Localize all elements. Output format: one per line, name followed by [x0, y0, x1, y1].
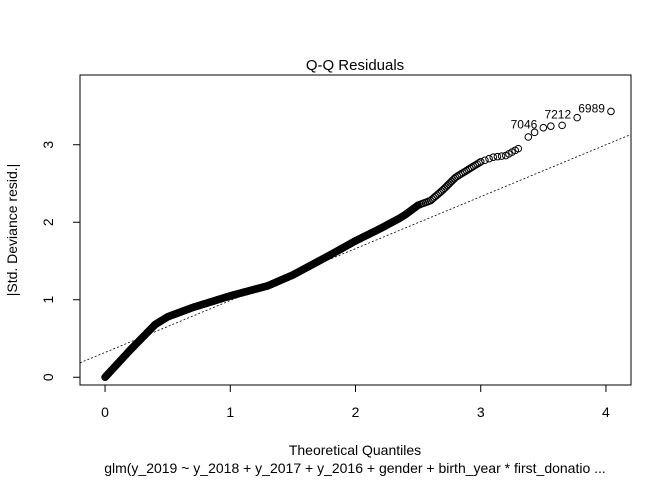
outlier-point [607, 107, 615, 116]
data-point [514, 144, 523, 153]
data-points [101, 107, 615, 382]
reference-line [79, 133, 632, 364]
outlier-point [573, 113, 581, 122]
y-tick-label: 3 [40, 141, 56, 149]
data-point [489, 153, 498, 161]
y-tick-label: 2 [40, 218, 56, 226]
x-axis-label: Theoretical Quantiles [289, 442, 421, 458]
outlier-point [524, 133, 533, 141]
outlier-label: 6989 [578, 101, 605, 115]
data-point [497, 152, 506, 160]
x-tick-label: 1 [226, 404, 234, 420]
x-tick-label: 4 [602, 404, 610, 420]
data-point [481, 156, 489, 165]
outlier-point [530, 128, 539, 137]
y-axis-label: |Std. Deviance resid.| [4, 164, 20, 297]
data-point [476, 158, 485, 166]
point-labels: 7046 7212 6989 [511, 101, 606, 131]
y-tick-label: 1 [40, 296, 56, 304]
x-tick-label: 2 [352, 404, 360, 420]
outlier-point [558, 121, 566, 130]
x-axis: 0 1 2 3 4 [101, 384, 610, 420]
data-point [493, 152, 502, 161]
outlier-label: 7212 [544, 108, 571, 122]
x-tick-label: 0 [101, 404, 109, 420]
y-axis: 0 1 2 3 [40, 141, 81, 381]
outlier-point [547, 122, 555, 130]
data-point [485, 154, 493, 163]
outlier-point [539, 123, 548, 132]
subtitle: glm(y_2019 ~ y_2018 + y_2017 + y_2016 + … [104, 460, 606, 476]
outlier-label: 7046 [511, 118, 538, 132]
chart-title: Q-Q Residuals [306, 57, 404, 74]
x-tick-label: 3 [477, 404, 485, 420]
y-tick-label: 0 [40, 373, 56, 381]
